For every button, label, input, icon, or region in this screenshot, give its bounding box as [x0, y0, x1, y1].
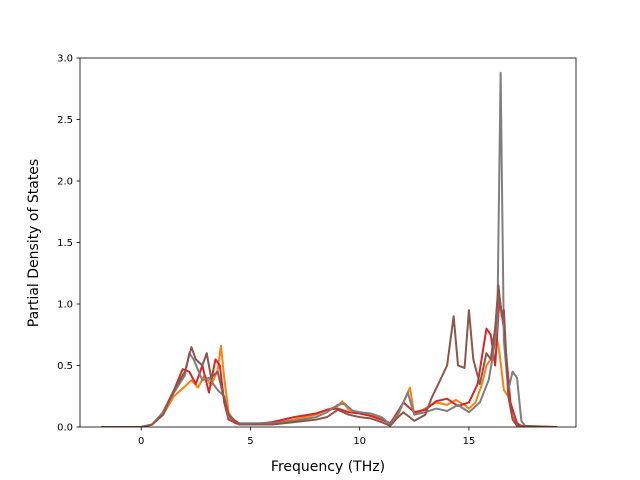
- series-line-2: [100, 296, 558, 427]
- y-tick-label: 2.0: [57, 177, 73, 188]
- x-tick-label: 5: [247, 436, 253, 447]
- plot-lines: [100, 71, 558, 427]
- x-tick-label: 15: [463, 436, 476, 447]
- y-tick-label: 3.0: [57, 54, 73, 65]
- y-tick-label: 1.0: [57, 300, 73, 311]
- series-line-4: [100, 284, 558, 427]
- x-tick-label: 10: [353, 436, 366, 447]
- y-axis-label: Partial Density of States: [26, 159, 42, 327]
- x-axis-label: Frequency (THz): [271, 459, 385, 475]
- y-tick-label: 2.5: [57, 115, 73, 126]
- x-tick-label: 0: [138, 436, 144, 447]
- series-line-3: [100, 71, 558, 427]
- y-tick-label: 0.5: [57, 361, 73, 372]
- y-axis-ticks: 0.0 0.5 1.0 1.5 2.0 2.5 3.0: [57, 54, 80, 434]
- y-tick-label: 0.0: [57, 423, 73, 434]
- y-tick-label: 1.5: [57, 238, 73, 249]
- x-axis-ticks: 0 5 10 15: [138, 427, 475, 447]
